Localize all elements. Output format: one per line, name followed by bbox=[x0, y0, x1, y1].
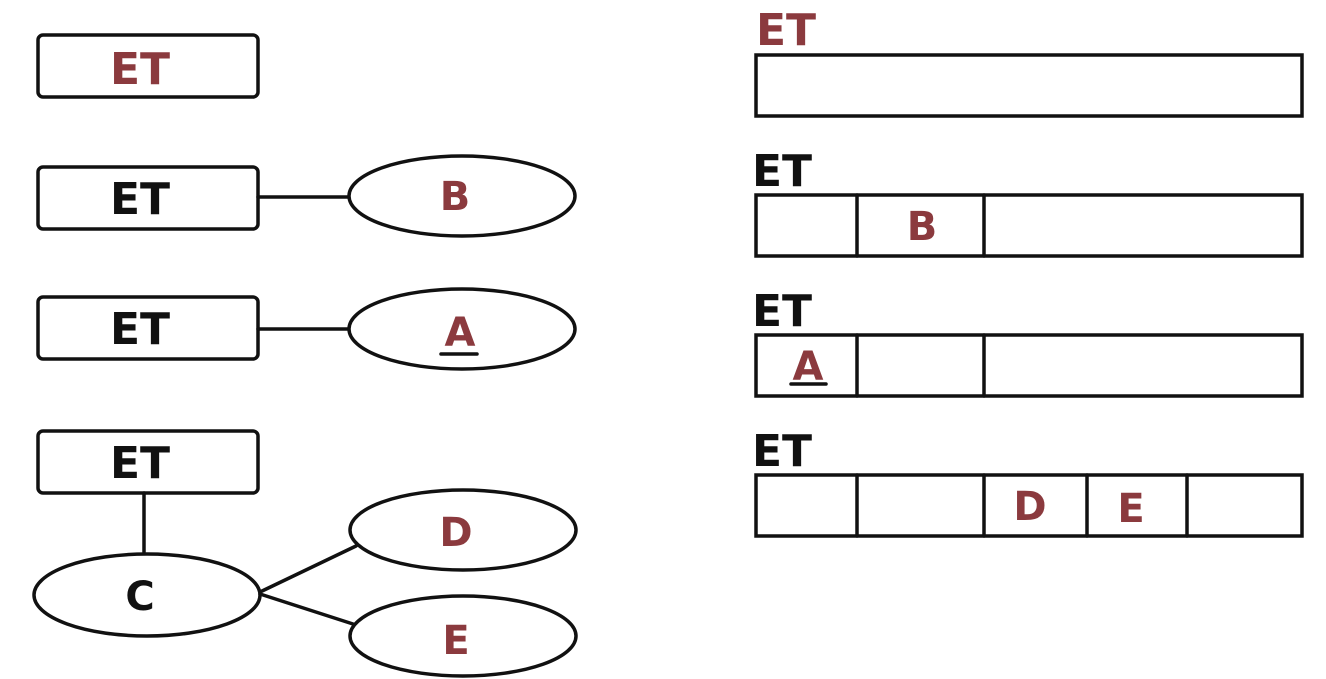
er-entity-row2-label: ET bbox=[110, 174, 170, 225]
table2-name: ET bbox=[752, 146, 812, 197]
table4: D E bbox=[754, 473, 1304, 538]
table4-col-d: D bbox=[1013, 484, 1046, 530]
er-attribute-b: B bbox=[347, 154, 577, 238]
table4-col-e: E bbox=[1117, 486, 1144, 532]
er-entity-row1-label: ET bbox=[110, 44, 170, 95]
er-composite-attribute-c: C bbox=[32, 552, 262, 638]
er-entity-row1: ET bbox=[36, 33, 260, 99]
er-attribute-d-label: D bbox=[439, 510, 472, 556]
er-attribute-e-label: E bbox=[442, 618, 469, 664]
er-attribute-e: E bbox=[348, 594, 578, 678]
table1 bbox=[754, 53, 1304, 118]
er-entity-row4: ET bbox=[36, 429, 260, 495]
er-key-attribute-a: A bbox=[347, 287, 577, 371]
er-connector-c-d bbox=[258, 544, 358, 594]
er-entity-row3-label: ET bbox=[110, 304, 170, 355]
er-composite-attribute-c-label: C bbox=[125, 574, 154, 620]
table2-col-b: B bbox=[907, 204, 938, 250]
er-entity-row4-label: ET bbox=[110, 438, 170, 489]
table1-name: ET bbox=[756, 5, 816, 56]
table4-name: ET bbox=[752, 426, 812, 477]
table2: B bbox=[754, 193, 1304, 258]
er-attribute-d: D bbox=[348, 488, 578, 572]
er-entity-row2: ET bbox=[36, 165, 260, 231]
table3: A bbox=[754, 333, 1304, 398]
er-connector-c-e bbox=[258, 592, 355, 626]
er-entity-row3: ET bbox=[36, 295, 260, 361]
table3-name: ET bbox=[752, 286, 812, 337]
er-attribute-b-label: B bbox=[440, 174, 471, 220]
er-key-attribute-a-label: A bbox=[445, 310, 476, 356]
